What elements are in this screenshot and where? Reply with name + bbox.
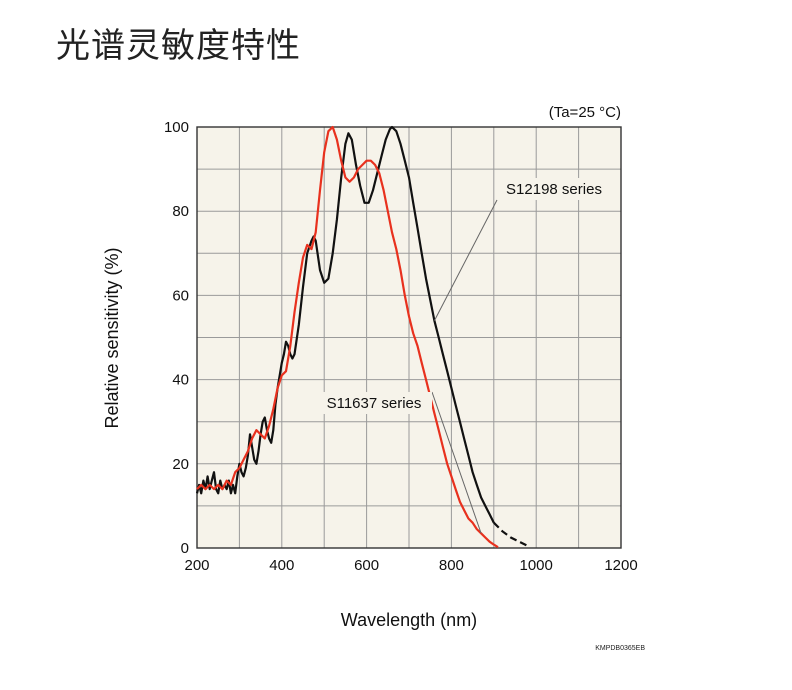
y-tick-label: 40 [172,372,189,389]
page-title: 光谱灵敏度特性 [56,26,301,66]
x-tick-label: 200 [184,557,209,574]
x-tick-label: 800 [439,557,464,574]
annotation-leader [431,391,482,534]
plot-frame [196,126,622,549]
x-tick-label: 400 [269,557,294,574]
x-axis-label: Wavelength (nm) [341,610,477,630]
series-lines [195,125,529,549]
series-line-0 [195,125,495,524]
series-line-1 [196,125,495,546]
y-axis-label: Relative sensitivity (%) [102,247,122,428]
annotation-box [316,392,432,414]
tick-labels: 200 400 600 800 1000 1200 0 20 40 60 80 100 [164,119,638,574]
series-line-dashed-1 [493,543,499,549]
y-tick-label: 20 [172,456,189,473]
y-tick-label: 100 [164,119,189,136]
grid-lines [197,127,621,548]
x-tick-label: 1200 [604,557,637,574]
annotation-leader [433,199,498,321]
annotation-label: S12198 series [506,181,602,198]
annotation-label: S11637 series [327,395,422,412]
y-tick-label: 60 [172,287,189,304]
annotation-box [497,178,611,200]
x-tick-label: 1000 [520,557,553,574]
annotations: S12198 series S11637 series [316,178,611,534]
condition-label: (Ta=25 °C) [549,104,621,121]
y-tick-label: 0 [181,540,189,557]
x-tick-label: 600 [354,557,379,574]
series-line-dashed-0 [493,521,529,547]
drawing-code: KMPDB0365EB [595,645,645,652]
y-tick-label: 80 [172,203,189,220]
